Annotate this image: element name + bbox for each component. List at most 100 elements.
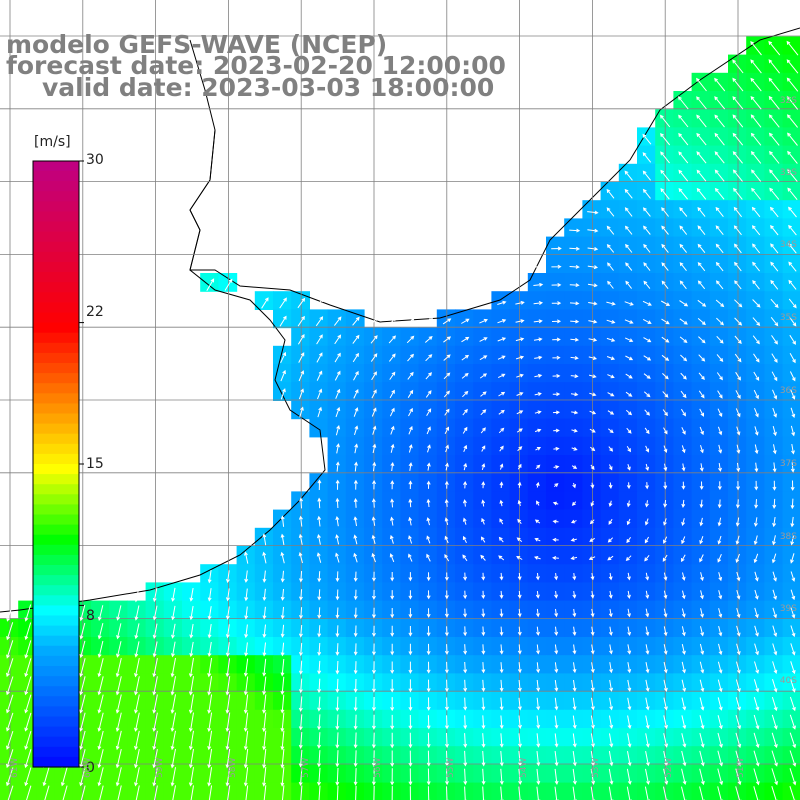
wind-arrow	[717, 426, 723, 436]
field-cell	[18, 637, 37, 656]
wind-arrow	[225, 588, 230, 602]
field-cell	[637, 382, 656, 401]
field-cell	[418, 618, 438, 638]
wind-arrow	[714, 114, 725, 128]
wind-arrow	[588, 374, 597, 379]
wind-arrow	[714, 187, 725, 200]
wind-arrow	[134, 748, 140, 769]
wind-arrow	[569, 301, 580, 306]
field-cell	[436, 655, 456, 674]
wind-arrow	[171, 623, 176, 639]
field-cell	[182, 618, 201, 638]
colorbar-segment	[33, 474, 79, 485]
field-cell	[436, 436, 456, 456]
field-cell	[109, 782, 128, 800]
wind-arrow	[372, 443, 377, 454]
wind-arrow	[589, 519, 595, 525]
wind-arrow	[499, 481, 504, 489]
field-cell	[345, 309, 365, 329]
field-cell	[127, 673, 147, 693]
colorbar-segment	[33, 504, 79, 516]
field-cell	[127, 709, 147, 729]
field-cell	[582, 236, 602, 256]
field-cell	[291, 600, 310, 620]
wind-arrow	[627, 608, 631, 618]
wind-arrow	[480, 409, 487, 416]
wind-arrow	[717, 517, 722, 527]
field-cell	[109, 655, 128, 674]
field-cell	[382, 673, 401, 693]
wind-arrow	[354, 425, 359, 436]
wind-arrow	[515, 337, 525, 342]
field-cell	[728, 327, 747, 347]
field-cell	[54, 782, 74, 800]
field-cell	[527, 400, 547, 420]
wind-arrow	[536, 715, 541, 730]
field-cell	[218, 782, 238, 800]
wind-arrow	[335, 607, 340, 619]
wind-arrow	[335, 461, 340, 472]
field-cell	[236, 600, 256, 620]
wind-arrow	[208, 785, 213, 800]
wind-arrow	[751, 187, 761, 200]
wind-arrow	[771, 553, 777, 564]
wind-arrow	[590, 573, 595, 581]
wind-arrow	[699, 715, 705, 730]
wind-arrow	[716, 354, 724, 363]
field-cell	[364, 655, 383, 674]
wind-arrow	[754, 462, 759, 473]
wind-arrow	[262, 712, 267, 733]
wind-arrow	[134, 605, 140, 621]
field-cell	[327, 564, 347, 583]
wind-arrow	[607, 410, 615, 415]
wind-arrow	[553, 465, 560, 469]
wind-arrow	[499, 697, 504, 711]
wind-arrow	[589, 410, 597, 415]
wind-arrow	[243, 658, 249, 677]
wind-arrow	[498, 391, 506, 397]
wind-arrow	[354, 461, 358, 472]
field-cell	[600, 546, 620, 565]
wind-arrow	[152, 623, 158, 640]
field-cell	[309, 345, 329, 365]
wind-arrow	[335, 732, 340, 749]
field-cell	[491, 382, 511, 401]
field-cell	[18, 618, 37, 638]
wind-arrow	[732, 96, 744, 110]
wind-arrow	[152, 641, 158, 658]
field-cell	[491, 291, 511, 310]
wind-arrow	[735, 517, 740, 527]
wind-arrow	[699, 408, 704, 417]
wind-arrow	[607, 374, 615, 379]
wind-arrow	[280, 388, 286, 400]
field-cell	[746, 345, 765, 365]
wind-arrow	[733, 187, 743, 200]
field-cell	[637, 182, 656, 201]
field-cell	[382, 364, 401, 383]
field-cell	[637, 400, 656, 420]
field-cell	[673, 291, 693, 310]
wind-arrow	[154, 785, 158, 800]
wind-arrow	[243, 730, 249, 751]
field-cell	[491, 436, 511, 456]
wind-arrow	[717, 750, 723, 767]
field-cell	[673, 527, 693, 547]
wind-arrow	[336, 785, 339, 800]
wind-arrow	[388, 317, 397, 326]
field-cell	[273, 309, 292, 329]
field-cell	[600, 436, 620, 456]
wind-arrow	[587, 228, 599, 233]
wind-arrow	[116, 623, 122, 640]
field-cell	[127, 691, 147, 711]
field-cell	[728, 345, 747, 365]
wind-arrow	[680, 408, 686, 417]
field-cell	[564, 455, 583, 474]
field-cell	[600, 327, 620, 347]
wind-arrow	[571, 465, 578, 469]
field-cell	[709, 473, 729, 492]
colorbar-segment	[33, 524, 79, 536]
field-cell	[145, 728, 165, 747]
wind-arrow	[645, 768, 650, 785]
wind-arrow	[590, 644, 595, 655]
field-cell	[564, 236, 583, 256]
